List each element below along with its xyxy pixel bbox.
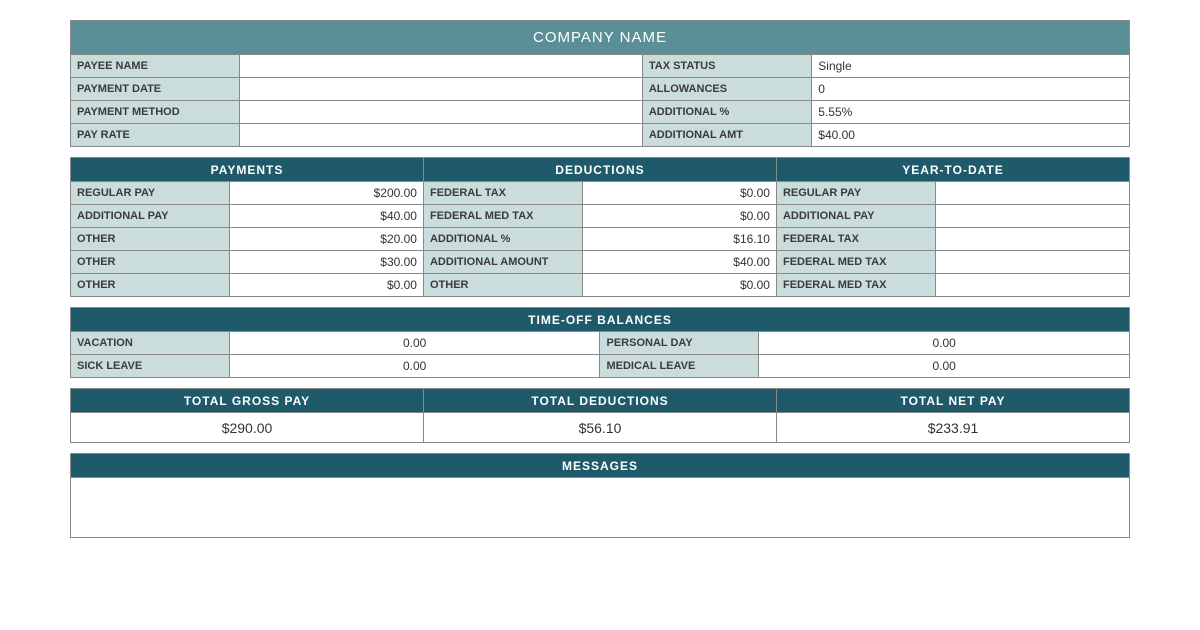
messages-header: MESSAGES bbox=[71, 454, 1130, 478]
payment-value[interactable]: $40.00 bbox=[230, 205, 424, 228]
pdy-row: OTHER $30.00 ADDITIONAL AMOUNT $40.00 FE… bbox=[71, 251, 1130, 274]
info-row: PAY RATE ADDITIONAL AMT $40.00 bbox=[71, 124, 1130, 147]
payment-value[interactable]: $30.00 bbox=[230, 251, 424, 274]
deduction-value[interactable]: $40.00 bbox=[582, 251, 776, 274]
info-left-value[interactable] bbox=[240, 101, 642, 124]
info-right-value[interactable]: Single bbox=[812, 55, 1130, 78]
ytd-label: FEDERAL MED TAX bbox=[776, 274, 935, 297]
payment-value[interactable]: $200.00 bbox=[230, 182, 424, 205]
payments-header: PAYMENTS bbox=[71, 158, 424, 182]
timeoff-left-label: SICK LEAVE bbox=[71, 355, 230, 378]
ytd-value[interactable] bbox=[935, 274, 1129, 297]
totals-table: TOTAL GROSS PAY TOTAL DEDUCTIONS TOTAL N… bbox=[70, 388, 1130, 443]
payment-label: ADDITIONAL PAY bbox=[71, 205, 230, 228]
info-row: PAYEE NAME TAX STATUS Single bbox=[71, 55, 1130, 78]
deduction-label: FEDERAL MED TAX bbox=[423, 205, 582, 228]
deduction-value[interactable]: $0.00 bbox=[582, 274, 776, 297]
ytd-value[interactable] bbox=[935, 182, 1129, 205]
payment-label: REGULAR PAY bbox=[71, 182, 230, 205]
ytd-label: ADDITIONAL PAY bbox=[776, 205, 935, 228]
deduction-label: OTHER bbox=[423, 274, 582, 297]
payments-deductions-ytd-table: PAYMENTS DEDUCTIONS YEAR-TO-DATE REGULAR… bbox=[70, 157, 1130, 297]
total-net-value: $233.91 bbox=[777, 413, 1130, 443]
info-right-value[interactable]: 0 bbox=[812, 78, 1130, 101]
info-left-label: PAYMENT METHOD bbox=[71, 101, 240, 124]
payment-value[interactable]: $0.00 bbox=[230, 274, 424, 297]
ytd-header: YEAR-TO-DATE bbox=[776, 158, 1129, 182]
total-gross-value: $290.00 bbox=[71, 413, 424, 443]
timeoff-right-label: PERSONAL DAY bbox=[600, 332, 759, 355]
ytd-label: REGULAR PAY bbox=[776, 182, 935, 205]
info-left-label: PAYMENT DATE bbox=[71, 78, 240, 101]
deduction-value[interactable]: $0.00 bbox=[582, 205, 776, 228]
timeoff-left-value[interactable]: 0.00 bbox=[229, 332, 600, 355]
company-name: COMPANY NAME bbox=[71, 21, 1130, 55]
timeoff-table: TIME-OFF BALANCES VACATION 0.00 PERSONAL… bbox=[70, 307, 1130, 378]
pdy-row: REGULAR PAY $200.00 FEDERAL TAX $0.00 RE… bbox=[71, 182, 1130, 205]
pdy-row: ADDITIONAL PAY $40.00 FEDERAL MED TAX $0… bbox=[71, 205, 1130, 228]
timeoff-right-label: MEDICAL LEAVE bbox=[600, 355, 759, 378]
info-left-value[interactable] bbox=[240, 55, 642, 78]
info-left-value[interactable] bbox=[240, 124, 642, 147]
payment-label: OTHER bbox=[71, 274, 230, 297]
payment-label: OTHER bbox=[71, 228, 230, 251]
deduction-label: ADDITIONAL % bbox=[423, 228, 582, 251]
company-banner-table: COMPANY NAME PAYEE NAME TAX STATUS Singl… bbox=[70, 20, 1130, 147]
payment-value[interactable]: $20.00 bbox=[230, 228, 424, 251]
info-right-label: ADDITIONAL % bbox=[642, 101, 811, 124]
ytd-value[interactable] bbox=[935, 205, 1129, 228]
info-right-value[interactable]: 5.55% bbox=[812, 101, 1130, 124]
timeoff-right-value[interactable]: 0.00 bbox=[759, 355, 1130, 378]
messages-body[interactable] bbox=[71, 478, 1130, 538]
ytd-value[interactable] bbox=[935, 228, 1129, 251]
ytd-value[interactable] bbox=[935, 251, 1129, 274]
timeoff-header: TIME-OFF BALANCES bbox=[71, 308, 1130, 332]
messages-table: MESSAGES bbox=[70, 453, 1130, 538]
total-deductions-label: TOTAL DEDUCTIONS bbox=[424, 389, 777, 413]
ytd-label: FEDERAL TAX bbox=[776, 228, 935, 251]
timeoff-row: VACATION 0.00 PERSONAL DAY 0.00 bbox=[71, 332, 1130, 355]
info-left-label: PAY RATE bbox=[71, 124, 240, 147]
deduction-label: FEDERAL TAX bbox=[423, 182, 582, 205]
pdy-row: OTHER $20.00 ADDITIONAL % $16.10 FEDERAL… bbox=[71, 228, 1130, 251]
info-right-value[interactable]: $40.00 bbox=[812, 124, 1130, 147]
total-gross-label: TOTAL GROSS PAY bbox=[71, 389, 424, 413]
pdy-row: OTHER $0.00 OTHER $0.00 FEDERAL MED TAX bbox=[71, 274, 1130, 297]
info-row: PAYMENT DATE ALLOWANCES 0 bbox=[71, 78, 1130, 101]
deductions-header: DEDUCTIONS bbox=[423, 158, 776, 182]
info-row: PAYMENT METHOD ADDITIONAL % 5.55% bbox=[71, 101, 1130, 124]
timeoff-left-value[interactable]: 0.00 bbox=[229, 355, 600, 378]
deduction-value[interactable]: $0.00 bbox=[582, 182, 776, 205]
timeoff-left-label: VACATION bbox=[71, 332, 230, 355]
timeoff-right-value[interactable]: 0.00 bbox=[759, 332, 1130, 355]
info-left-value[interactable] bbox=[240, 78, 642, 101]
ytd-label: FEDERAL MED TAX bbox=[776, 251, 935, 274]
total-deductions-value: $56.10 bbox=[424, 413, 777, 443]
info-right-label: ADDITIONAL AMT bbox=[642, 124, 811, 147]
timeoff-row: SICK LEAVE 0.00 MEDICAL LEAVE 0.00 bbox=[71, 355, 1130, 378]
info-right-label: ALLOWANCES bbox=[642, 78, 811, 101]
payment-label: OTHER bbox=[71, 251, 230, 274]
info-right-label: TAX STATUS bbox=[642, 55, 811, 78]
deduction-value[interactable]: $16.10 bbox=[582, 228, 776, 251]
info-left-label: PAYEE NAME bbox=[71, 55, 240, 78]
total-net-label: TOTAL NET PAY bbox=[777, 389, 1130, 413]
deduction-label: ADDITIONAL AMOUNT bbox=[423, 251, 582, 274]
